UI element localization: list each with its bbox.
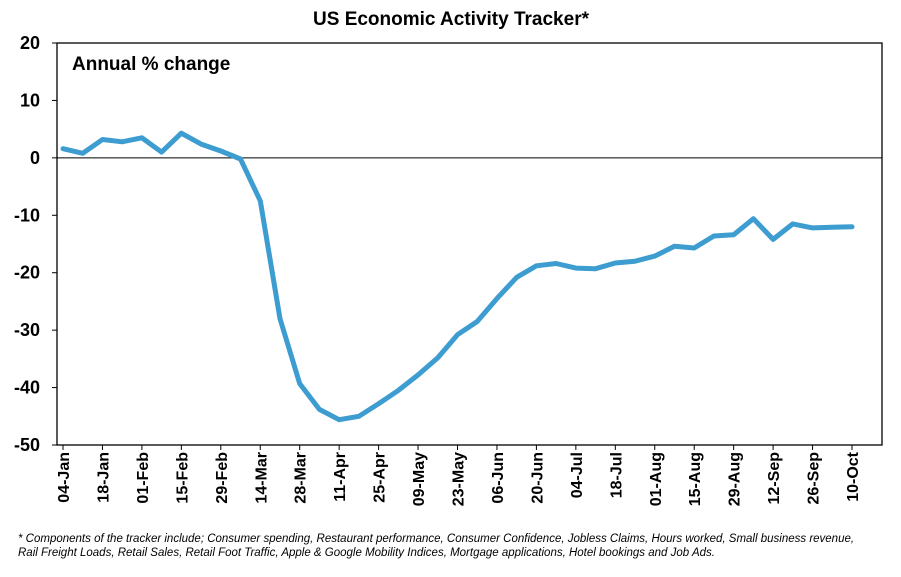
x-axis: 04-Jan 18-Jan 01-Feb 15-Feb 29-Feb 14-Mar 28-M…	[56, 445, 862, 506]
chart-subtitle: Annual % change	[72, 54, 230, 75]
y-tick-label: -10	[14, 205, 40, 225]
x-tick-label: 15-Aug	[687, 452, 704, 506]
y-tick-label: 10	[20, 90, 40, 110]
x-tick-label: 11-Apr	[332, 452, 349, 502]
x-tick-label: 26-Sep	[806, 452, 823, 505]
x-tick-label: 28-Mar	[293, 452, 310, 504]
x-tick-label: 29-Aug	[727, 452, 744, 506]
x-tick-label: 29-Feb	[214, 452, 231, 504]
y-tick-label: -20	[14, 263, 40, 283]
y-tick-label: -30	[14, 320, 40, 340]
x-tick-label: 10-Oct	[845, 451, 862, 501]
x-tick-label: 20-Jun	[529, 452, 546, 504]
x-tick-label: 01-Feb	[135, 452, 152, 504]
x-tick-label: 18-Jul	[608, 452, 625, 498]
chart: US Economic Activity Tracker* Annual % c…	[14, 9, 883, 506]
x-tick-label: 25-Apr	[372, 452, 389, 503]
chart-title: US Economic Activity Tracker*	[313, 9, 590, 30]
x-tick-label: 06-Jun	[490, 452, 507, 504]
x-tick-label: 12-Sep	[766, 452, 783, 505]
y-tick-label: -40	[14, 378, 40, 398]
x-tick-label: 15-Feb	[174, 452, 191, 504]
y-axis: 20 10 0 -10 -20 -30 -40 -50	[14, 33, 57, 455]
x-tick-label: 04-Jan	[56, 452, 73, 503]
x-tick-label: 23-May	[451, 452, 468, 506]
x-tick-label: 01-Aug	[648, 452, 665, 506]
footnote: * Components of the tracker include; Con…	[18, 533, 855, 559]
x-tick-label: 18-Jan	[95, 452, 112, 503]
y-tick-label: 0	[30, 148, 40, 168]
x-tick-label: 04-Jul	[569, 452, 586, 498]
x-tick-label: 09-May	[411, 452, 428, 506]
series-line	[60, 130, 855, 423]
y-tick-label: 20	[20, 33, 40, 53]
x-tick-label: 14-Mar	[253, 452, 270, 504]
y-tick-label: -50	[14, 435, 40, 455]
plot-frame	[56, 42, 883, 446]
